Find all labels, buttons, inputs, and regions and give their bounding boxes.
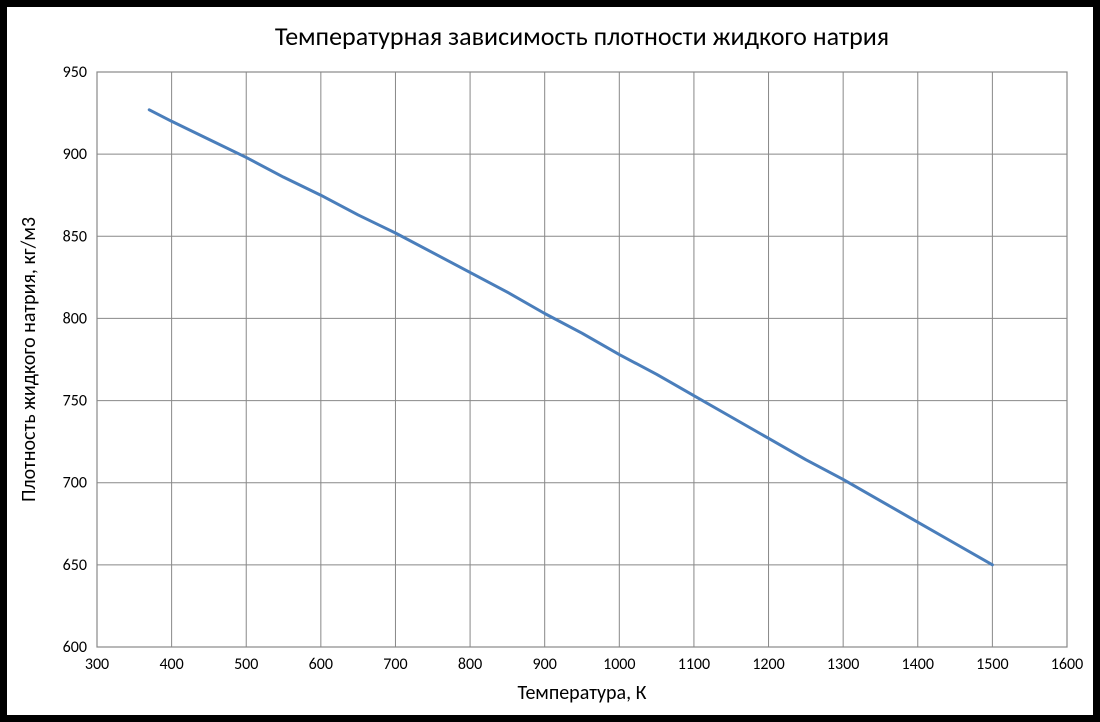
svg-text:850: 850 [63,227,87,246]
svg-text:300: 300 [85,655,109,674]
svg-text:800: 800 [458,655,482,674]
svg-text:500: 500 [234,655,258,674]
gridlines [97,72,1067,647]
svg-text:700: 700 [63,474,87,493]
y-tick-labels: 600 650 700 750 800 850 900 950 [63,63,87,657]
svg-text:750: 750 [63,392,87,411]
svg-text:950: 950 [63,63,87,82]
svg-text:1300: 1300 [827,655,859,674]
svg-text:1400: 1400 [902,655,934,674]
svg-text:800: 800 [63,309,87,328]
plot-border [97,72,1067,647]
y-axis-label: Плотность жидкого натрия, кг/м3 [17,217,41,502]
data-line [149,110,992,565]
svg-text:900: 900 [63,145,87,164]
svg-text:1100: 1100 [678,655,710,674]
x-tick-labels: 300 400 500 600 700 800 900 1000 1100 1200 1300 140… [85,655,1083,674]
svg-text:650: 650 [63,556,87,575]
svg-text:1000: 1000 [603,655,635,674]
svg-text:600: 600 [63,638,87,657]
svg-text:1200: 1200 [752,655,784,674]
chart-frame: Температурная зависимость плотности жидк… [0,0,1100,722]
svg-text:1500: 1500 [976,655,1008,674]
svg-text:600: 600 [309,655,333,674]
svg-text:1600: 1600 [1051,655,1083,674]
svg-text:700: 700 [383,655,407,674]
x-axis-label: Температура, К [518,681,647,705]
svg-text:400: 400 [159,655,183,674]
svg-text:900: 900 [533,655,557,674]
density-chart: Температурная зависимость плотности жидк… [7,7,1093,715]
chart-title: Температурная зависимость плотности жидк… [275,20,889,52]
